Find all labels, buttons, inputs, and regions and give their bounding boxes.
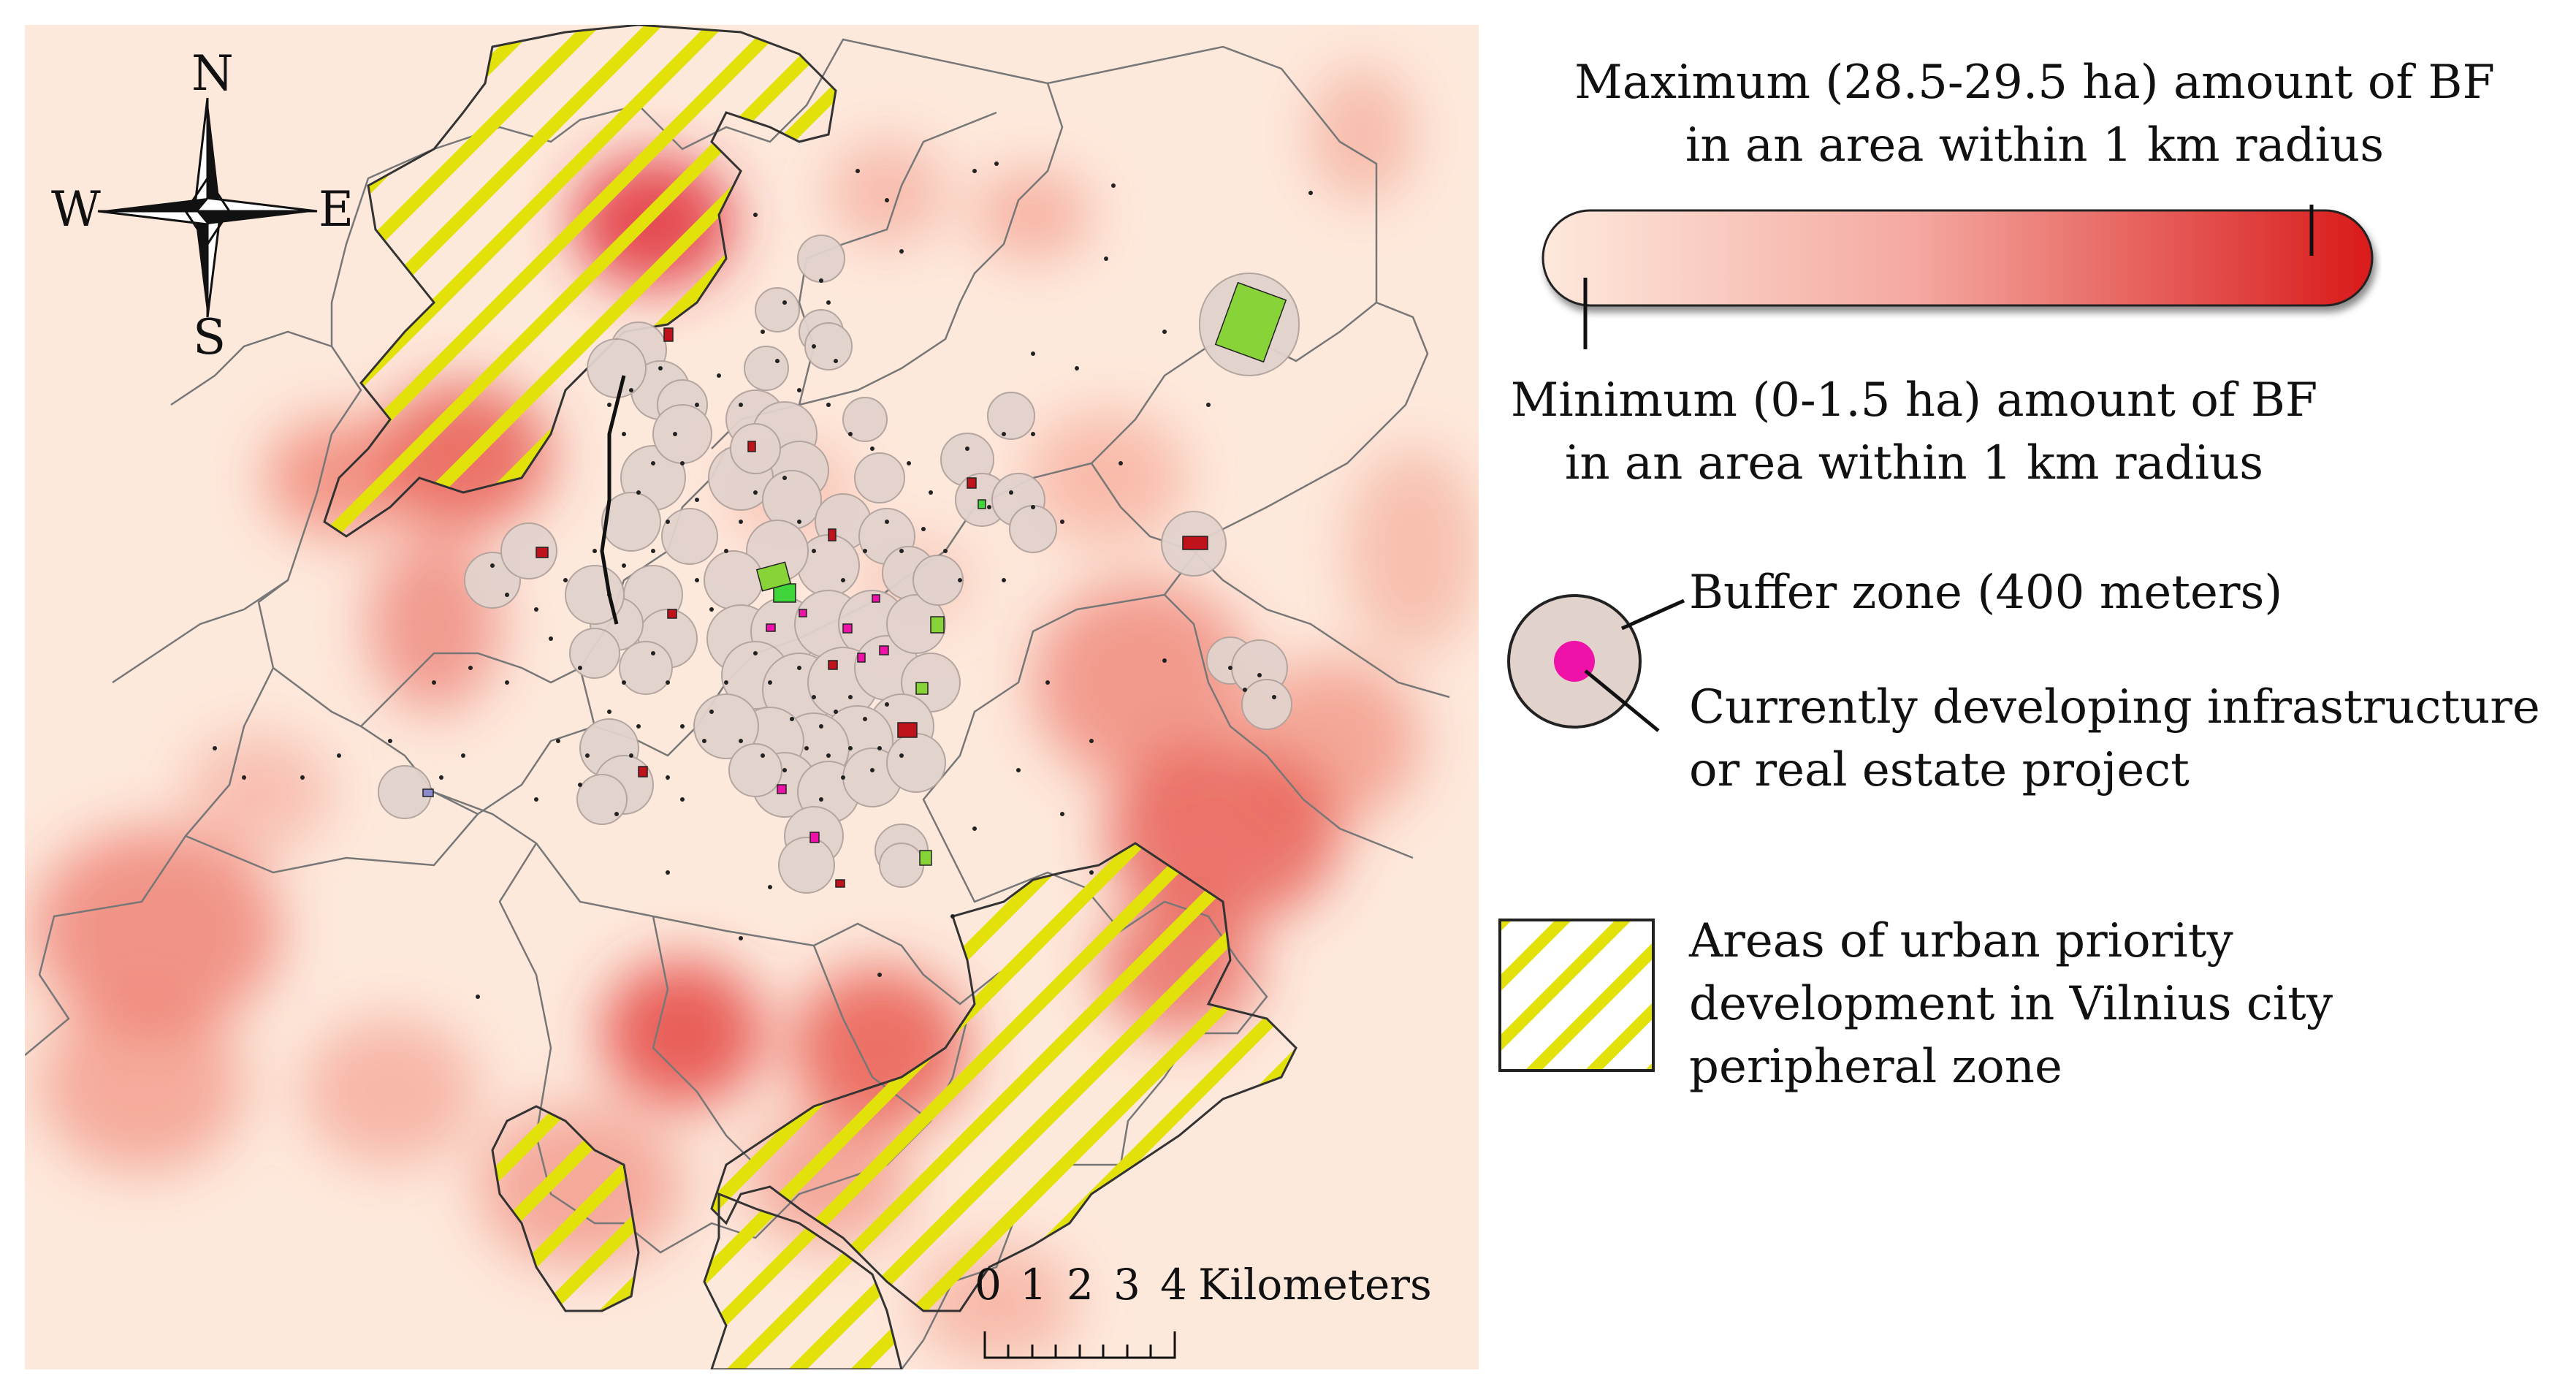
- legend-priority-swatch: [1498, 919, 1655, 1072]
- legend-min-label: Minimum (0-1.5 ha) amount of BF in an ar…: [1505, 369, 2323, 495]
- legend-buffer-label: Buffer zone (400 meters): [1689, 566, 2283, 620]
- legend-min-line2: in an area within 1 km radius: [1564, 436, 2264, 490]
- scale-tick-3: 3: [1113, 1260, 1140, 1309]
- compass-east-label: E: [319, 181, 354, 237]
- scale-ruler: [983, 1331, 1176, 1359]
- heatmap-map: N S W E 0 1 2 3 4 Kilometers: [25, 25, 1479, 1369]
- point-markers: [213, 161, 1313, 999]
- legend-buffer-symbol: [1507, 594, 1685, 732]
- legend-min-line1: Minimum (0-1.5 ha) amount of BF: [1510, 373, 2318, 427]
- map-canvas: [25, 25, 1479, 1369]
- scale-tick-4: 4: [1160, 1260, 1187, 1309]
- compass-north-label: N: [191, 45, 234, 102]
- project-plots: [422, 281, 1287, 888]
- compass-west-label: W: [51, 181, 101, 237]
- scale-tick-2: 2: [1067, 1260, 1094, 1309]
- railway-line: [600, 375, 626, 625]
- legend-priority-line1: Areas of urban priority: [1689, 914, 2233, 968]
- compass-rose: N S W E: [51, 50, 361, 365]
- compass-south-label: S: [193, 309, 226, 365]
- legend-project-label: Currently developing infrastructure or r…: [1689, 676, 2540, 802]
- legend-priority-label: Areas of urban priority development in V…: [1689, 910, 2333, 1098]
- priority-development-areas: [323, 25, 1297, 1369]
- scale-unit: Kilometers: [1198, 1260, 1432, 1309]
- scale-labels: 0 1 2 3 4 Kilometers: [975, 1260, 1432, 1309]
- scale-bar: 0 1 2 3 4 Kilometers: [975, 1260, 1471, 1369]
- scale-tick-0: 0: [975, 1260, 1002, 1309]
- scale-tick-1: 1: [1020, 1260, 1047, 1309]
- legend-gradient-bar: [1542, 205, 2374, 349]
- legend-max-label: Maximum (28.5-29.5 ha) amount of BF in a…: [1556, 51, 2513, 177]
- buffer-zones: [378, 235, 1300, 894]
- compass-star-icon: [97, 97, 318, 318]
- legend-project-line1: Currently developing infrastructure: [1689, 680, 2540, 734]
- legend-max-line1: Maximum (28.5-29.5 ha) amount of BF: [1574, 56, 2495, 110]
- legend-project-line2: or real estate project: [1689, 743, 2190, 797]
- legend-priority-line2: development in Vilnius city: [1689, 977, 2333, 1031]
- legend-priority-line3: peripheral zone: [1689, 1040, 2062, 1094]
- legend-max-line2: in an area within 1 km radius: [1685, 118, 2385, 172]
